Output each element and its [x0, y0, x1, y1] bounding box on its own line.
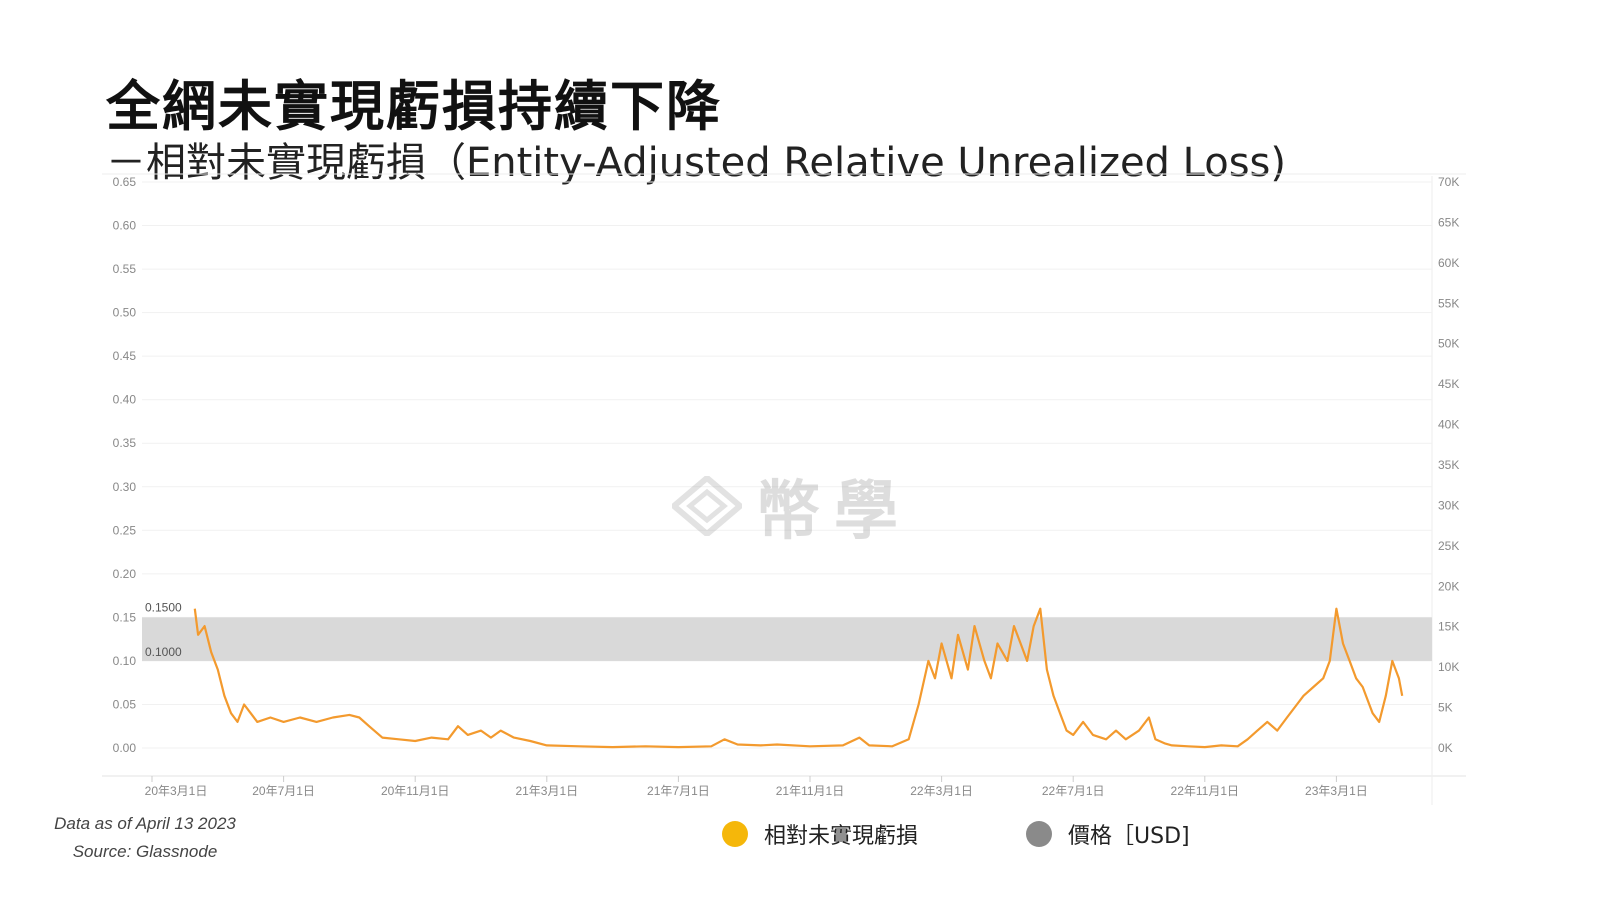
right-tick-label: 70K	[1438, 175, 1459, 189]
chart-subtitle: －相對未實現虧損（Entity-Adjusted Relative Unreal…	[106, 140, 1286, 186]
chart-title: 全網未實現虧損持續下降	[106, 75, 722, 138]
x-tick-label: 21年3月1日	[515, 784, 578, 798]
x-tick-label: 22年7月1日	[1042, 784, 1105, 798]
left-tick-label: 0.10	[113, 654, 137, 668]
left-tick-label: 0.35	[113, 436, 137, 450]
right-tick-label: 10K	[1438, 660, 1459, 674]
x-tick-label: 22年11月1日	[1171, 784, 1239, 798]
left-tick-label: 0.00	[113, 741, 137, 755]
source-date: Data as of April 13 2023	[54, 814, 236, 833]
legend-item-price: 價格［USD]	[1026, 818, 1190, 850]
left-tick-label: 0.65	[113, 175, 137, 189]
legend-dot-price	[1026, 821, 1052, 847]
right-tick-label: 40K	[1438, 418, 1459, 432]
left-tick-label: 0.60	[113, 219, 137, 233]
left-tick-label: 0.55	[113, 262, 137, 276]
band-low-label: 0.1000	[145, 645, 182, 659]
right-tick-label: 50K	[1438, 337, 1459, 351]
watermark-text: 幣學	[756, 475, 912, 549]
watermark-logo-icon	[672, 476, 742, 536]
left-tick-label: 0.20	[113, 567, 137, 581]
left-tick-label: 0.05	[113, 697, 137, 711]
right-tick-label: 45K	[1438, 377, 1459, 391]
left-tick-label: 0.30	[113, 480, 137, 494]
source-name: Source: Glassnode	[72, 842, 218, 861]
x-tick-label: 23年3月1日	[1305, 784, 1368, 798]
right-tick-label: 25K	[1438, 539, 1459, 553]
threshold-band	[142, 617, 1432, 661]
left-tick-label: 0.15	[113, 610, 137, 624]
legend-label-loss: 相對未實現虧損	[764, 824, 919, 849]
legend-label-price: 價格［USD]	[1068, 824, 1190, 849]
source-note: Data as of April 13 2023 Source: Glassno…	[40, 810, 250, 866]
right-tick-label: 30K	[1438, 498, 1459, 512]
left-tick-label: 0.45	[113, 349, 137, 363]
legend-item-loss: 相對未實現虧損	[722, 818, 918, 850]
right-tick-label: 35K	[1438, 458, 1459, 472]
left-tick-label: 0.40	[113, 393, 137, 407]
right-tick-label: 60K	[1438, 256, 1459, 270]
band-high-label: 0.1500	[145, 600, 182, 614]
left-tick-label: 0.25	[113, 523, 137, 537]
x-tick-label: 20年3月1日	[145, 784, 208, 798]
x-tick-label: 21年11月1日	[776, 784, 844, 798]
watermark: 幣學	[672, 460, 912, 552]
left-tick-label: 0.50	[113, 306, 137, 320]
right-tick-label: 55K	[1438, 296, 1459, 310]
right-tick-label: 0K	[1438, 741, 1453, 755]
right-tick-label: 5K	[1438, 701, 1453, 715]
right-tick-label: 15K	[1438, 620, 1459, 634]
x-tick-label: 20年11月1日	[381, 784, 449, 798]
x-tick-label: 21年7月1日	[647, 784, 710, 798]
x-tick-label: 20年7月1日	[252, 784, 315, 798]
series-line-loss	[193, 607, 1404, 749]
right-tick-label: 65K	[1438, 215, 1459, 229]
legend-dot-loss	[722, 821, 748, 847]
right-tick-label: 20K	[1438, 579, 1459, 593]
x-tick-label: 22年3月1日	[910, 784, 973, 798]
